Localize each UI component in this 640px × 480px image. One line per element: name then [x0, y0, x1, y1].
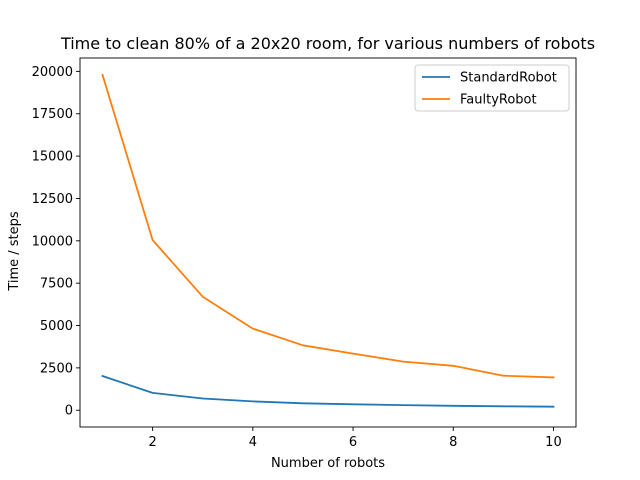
y-tick-label: 12500 [32, 192, 73, 207]
y-tick-label: 17500 [32, 107, 73, 122]
legend-box [414, 64, 570, 112]
y-tick-label: 20000 [32, 65, 73, 80]
y-tick-label: 15000 [32, 150, 73, 165]
series-line-standardrobot [101, 374, 555, 408]
y-tick-label: 7500 [40, 277, 73, 292]
series-line-faultyrobot [101, 73, 555, 379]
chart-title: Time to clean 80% of a 20x20 room, for v… [60, 34, 595, 53]
legend: StandardRobot FaultyRobot [414, 64, 570, 112]
x-axis-ticks: 2 4 6 8 10 [149, 427, 562, 450]
x-tick-label: 8 [449, 435, 457, 450]
plot-area [79, 57, 577, 428]
legend-label: StandardRobot [460, 71, 557, 86]
x-tick-label: 4 [249, 435, 257, 450]
y-tick-label: 2500 [40, 361, 73, 376]
axes-frame [79, 57, 577, 428]
x-tick-label: 10 [545, 435, 562, 450]
y-axis-label: Time / steps [7, 211, 22, 292]
y-tick-label: 10000 [32, 234, 73, 249]
x-axis-label: Number of robots [271, 456, 385, 471]
legend-label: FaultyRobot [460, 93, 537, 108]
y-tick-label: 5000 [40, 319, 73, 334]
x-tick-label: 6 [349, 435, 357, 450]
x-tick-label: 2 [149, 435, 157, 450]
y-axis-ticks: 0 2500 5000 7500 10000 12500 15000 17500 20000 [32, 65, 80, 419]
y-tick-label: 0 [65, 404, 73, 419]
